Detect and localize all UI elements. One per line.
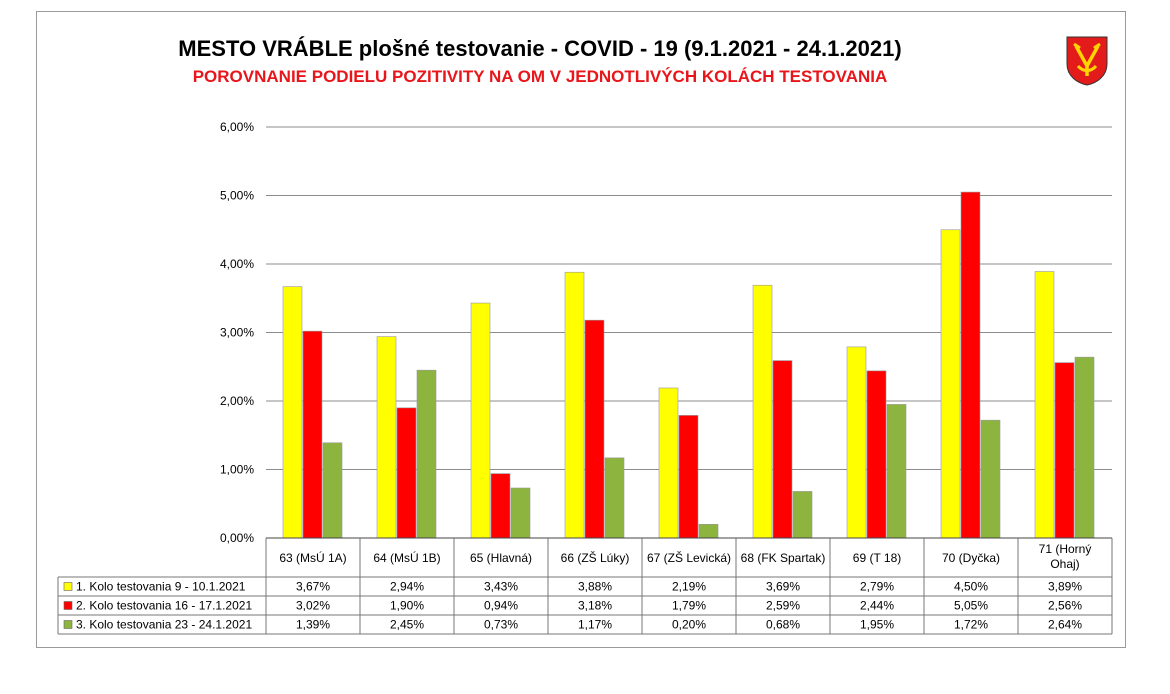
chart-title: MESTO VRÁBLE plošné testovanie - COVID -… <box>178 36 902 61</box>
data-label: 1,17% <box>578 618 612 632</box>
category-label: 65 (Hlavná) <box>470 551 532 565</box>
y-tick-label: 1,00% <box>220 463 254 477</box>
y-tick-label: 5,00% <box>220 189 254 203</box>
data-label: 3,88% <box>578 580 612 594</box>
data-label: 2,45% <box>390 618 424 632</box>
data-label: 3,67% <box>296 580 330 594</box>
bar-s3-c4 <box>604 457 625 539</box>
bar-s2-c3 <box>490 473 511 539</box>
data-label: 3,18% <box>578 599 612 613</box>
bar-s3-c5 <box>698 523 719 539</box>
category-label: 67 (ZŠ Levická) <box>647 550 731 565</box>
category-label: Ohaj) <box>1050 557 1079 571</box>
data-label: 1,39% <box>296 618 330 632</box>
data-label: 1,90% <box>390 599 424 613</box>
data-label: 1,72% <box>954 618 988 632</box>
legend-key-s3 <box>63 620 73 629</box>
data-label: 2,44% <box>860 599 894 613</box>
bar-s3-c7 <box>886 404 907 539</box>
bar-s2-c5 <box>678 415 699 539</box>
y-tick-label: 0,00% <box>220 531 254 545</box>
data-label: 3,69% <box>766 580 800 594</box>
y-tick-label: 4,00% <box>220 257 254 271</box>
data-label: 1,79% <box>672 599 706 613</box>
data-label: 4,50% <box>954 580 988 594</box>
category-label: 64 (MsÚ 1B) <box>373 550 440 565</box>
data-label: 2,56% <box>1048 599 1082 613</box>
data-label: 0,73% <box>484 618 518 632</box>
category-label: 69 (T 18) <box>853 551 901 565</box>
data-label: 2,79% <box>860 580 894 594</box>
legend-key-s1 <box>63 582 73 591</box>
coat-of-arms-icon <box>1066 36 1108 86</box>
legend-key-s2 <box>63 601 73 610</box>
bar-s2-c4 <box>584 319 605 539</box>
bar-s3-c6 <box>792 491 813 539</box>
bar-s1-c6 <box>752 284 773 539</box>
category-label: 66 (ZŠ Lúky) <box>561 550 630 565</box>
data-label: 2,59% <box>766 599 800 613</box>
bar-s1-c7 <box>846 346 867 539</box>
data-label: 0,94% <box>484 599 518 613</box>
bar-s1-c2 <box>376 336 397 539</box>
legend-label: 3. Kolo testovania 23 - 24.1.2021 <box>76 618 252 632</box>
bar-s1-c5 <box>658 387 679 539</box>
data-label: 2,94% <box>390 580 424 594</box>
data-label: 2,19% <box>672 580 706 594</box>
data-label: 1,95% <box>860 618 894 632</box>
bar-s3-c3 <box>510 487 531 539</box>
bar-s1-c4 <box>564 271 585 539</box>
bar-s2-c6 <box>772 360 793 539</box>
data-label: 3,43% <box>484 580 518 594</box>
category-label: 63 (MsÚ 1A) <box>279 550 346 565</box>
bar-s1-c3 <box>470 302 491 539</box>
bar-s3-c9 <box>1074 356 1095 539</box>
legend-label: 2. Kolo testovania 16 - 17.1.2021 <box>76 599 252 613</box>
bar-s2-c9 <box>1054 362 1075 539</box>
bar-s2-c2 <box>396 407 417 539</box>
data-label: 0,68% <box>766 618 800 632</box>
legend-label: 1. Kolo testovania 9 - 10.1.2021 <box>76 580 246 594</box>
bar-s2-c1 <box>302 330 323 539</box>
data-label: 3,02% <box>296 599 330 613</box>
category-label: 70 (Dyčka) <box>942 551 1000 565</box>
bar-s3-c8 <box>980 419 1001 539</box>
data-label: 0,20% <box>672 618 706 632</box>
bar-s1-c9 <box>1034 271 1055 539</box>
chart-subtitle: POROVNANIE PODIELU POZITIVITY NA OM V JE… <box>192 67 888 86</box>
data-label: 3,89% <box>1048 580 1082 594</box>
bar-s2-c7 <box>866 370 887 539</box>
data-label: 5,05% <box>954 599 988 613</box>
bar-s3-c1 <box>322 442 343 539</box>
bar-s1-c1 <box>282 286 303 539</box>
category-label: 68 (FK Spartak) <box>741 551 826 565</box>
data-label: 2,64% <box>1048 618 1082 632</box>
y-tick-label: 2,00% <box>220 394 254 408</box>
category-label: 71 (Horný <box>1039 542 1092 556</box>
bar-s2-c8 <box>960 191 981 539</box>
y-tick-label: 3,00% <box>220 326 254 340</box>
bar-s1-c8 <box>940 229 961 539</box>
y-tick-label: 6,00% <box>220 120 254 134</box>
bar-s3-c2 <box>416 369 437 539</box>
